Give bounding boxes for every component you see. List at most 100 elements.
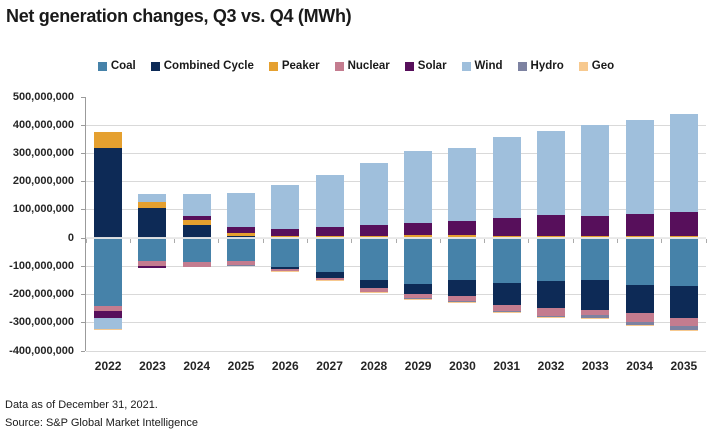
bar-segment-hydro	[625, 321, 654, 325]
bar-2034	[617, 97, 661, 351]
legend-item-peaker: Peaker	[268, 60, 320, 72]
bar-segment-peaker	[492, 235, 521, 239]
y-axis-label: 400,000,000	[12, 118, 74, 131]
bar-segment-peaker	[625, 235, 654, 239]
x-axis-label: 2024	[183, 359, 211, 373]
gridline	[86, 265, 706, 267]
y-axis-label: 500,000,000	[12, 90, 74, 103]
bar-2028	[352, 97, 396, 351]
x-axis-tick	[395, 239, 397, 244]
legend-swatch-icon	[517, 61, 527, 71]
legend-item-combined-cycle: Combined Cycle	[150, 60, 254, 72]
gridline	[86, 350, 706, 352]
x-axis-tick	[85, 239, 87, 244]
bar-segment-wind	[669, 113, 698, 213]
bar-segment-coal	[404, 238, 433, 284]
x-axis-tick	[661, 239, 663, 244]
bar-segment-combined-cycle	[138, 208, 167, 239]
legend-label: Solar	[417, 60, 447, 72]
legend-label: Combined Cycle	[163, 60, 254, 72]
legend-item-geo: Geo	[578, 60, 614, 72]
bar-segment-combined-cycle	[315, 271, 344, 278]
bar-segment-wind	[226, 192, 255, 228]
gridline	[86, 209, 706, 211]
legend-label: Wind	[474, 60, 503, 72]
footnote-source: Source: S&P Global Market Intelligence	[5, 417, 199, 429]
bar-segment-combined-cycle	[625, 285, 654, 314]
bar-segment-solar	[448, 221, 477, 235]
bar-segment-combined-cycle	[404, 283, 433, 295]
x-axis-tick	[351, 239, 353, 244]
bar-segment-solar	[404, 223, 433, 235]
x-axis-label: 2032	[537, 359, 565, 373]
bar-segment-nuclear	[359, 288, 388, 292]
bar-segment-coal	[625, 238, 654, 286]
bar-2025	[219, 97, 263, 351]
legend-swatch-icon	[404, 61, 414, 71]
bar-segment-wind	[315, 174, 344, 228]
y-axis-label: -400,000,000	[9, 344, 74, 357]
y-axis-tick	[81, 322, 85, 324]
bar-segment-coal	[536, 238, 565, 281]
bar-segment-nuclear	[271, 269, 300, 271]
bar-segment-solar	[315, 227, 344, 236]
bar-segment-wind	[182, 194, 211, 217]
bar-segment-nuclear	[448, 295, 477, 301]
bar-segment-wind	[94, 317, 123, 329]
x-axis-tick	[439, 239, 441, 244]
bar-segment-coal	[448, 238, 477, 280]
bar-segment-combined-cycle	[448, 279, 477, 296]
y-axis-label: 0	[67, 231, 74, 244]
y-axis-tick	[81, 350, 85, 352]
legend-label: Hydro	[530, 60, 564, 72]
bar-segment-solar	[669, 212, 698, 236]
legend-swatch-icon	[268, 61, 278, 71]
y-axis-tick	[81, 152, 85, 154]
y-axis-tick	[81, 124, 85, 126]
bar-segment-peaker	[404, 235, 433, 239]
x-axis-tick	[174, 239, 176, 244]
bar-2027	[307, 97, 351, 351]
legend-item-wind: Wind	[461, 60, 503, 72]
y-axis-tick	[81, 265, 85, 267]
gridline	[86, 294, 706, 296]
bar-segment-peaker	[669, 235, 698, 239]
gridline	[86, 152, 706, 154]
bar-segment-geo	[359, 292, 388, 294]
bar-segment-coal	[359, 238, 388, 281]
bar-segment-peaker	[94, 132, 123, 148]
x-axis-label: 2035	[670, 359, 698, 373]
bar-segment-solar	[492, 218, 521, 236]
y-axis-tick	[81, 294, 85, 296]
bar-segment-combined-cycle	[94, 147, 123, 239]
bar-2033	[573, 97, 617, 351]
bar-segment-combined-cycle	[182, 225, 211, 239]
x-axis-tick	[129, 239, 131, 244]
y-axis-line	[85, 97, 86, 351]
legend-swatch-icon	[97, 61, 107, 71]
bar-segment-combined-cycle	[492, 282, 521, 305]
y-axis-tick	[81, 181, 85, 183]
x-axis-label: 2027	[316, 359, 343, 373]
legend-item-hydro: Hydro	[517, 60, 564, 72]
bar-segment-peaker	[359, 235, 388, 239]
bar-segment-combined-cycle	[536, 281, 565, 309]
x-axis-tick	[528, 239, 530, 244]
legend-swatch-icon	[461, 61, 471, 71]
bar-segment-hydro	[448, 300, 477, 302]
bar-segment-nuclear	[226, 260, 255, 265]
bar-2026	[263, 97, 307, 351]
bar-segment-coal	[581, 238, 610, 280]
x-axis-label: 2033	[581, 359, 609, 373]
bar-segment-wind	[448, 147, 477, 222]
bar-segment-nuclear	[94, 306, 123, 311]
page-title: Net generation changes, Q3 vs. Q4 (MWh)	[6, 6, 352, 26]
bar-segment-combined-cycle	[581, 279, 610, 310]
x-axis-label: 2025	[227, 359, 255, 373]
bar-segment-nuclear	[669, 318, 698, 327]
bar-segment-solar	[359, 225, 388, 236]
footnote-data-as-of: Data as of December 31, 2021.	[5, 399, 158, 411]
gridline	[86, 124, 706, 126]
legend-swatch-icon	[334, 61, 344, 71]
bar-segment-wind	[492, 137, 521, 219]
